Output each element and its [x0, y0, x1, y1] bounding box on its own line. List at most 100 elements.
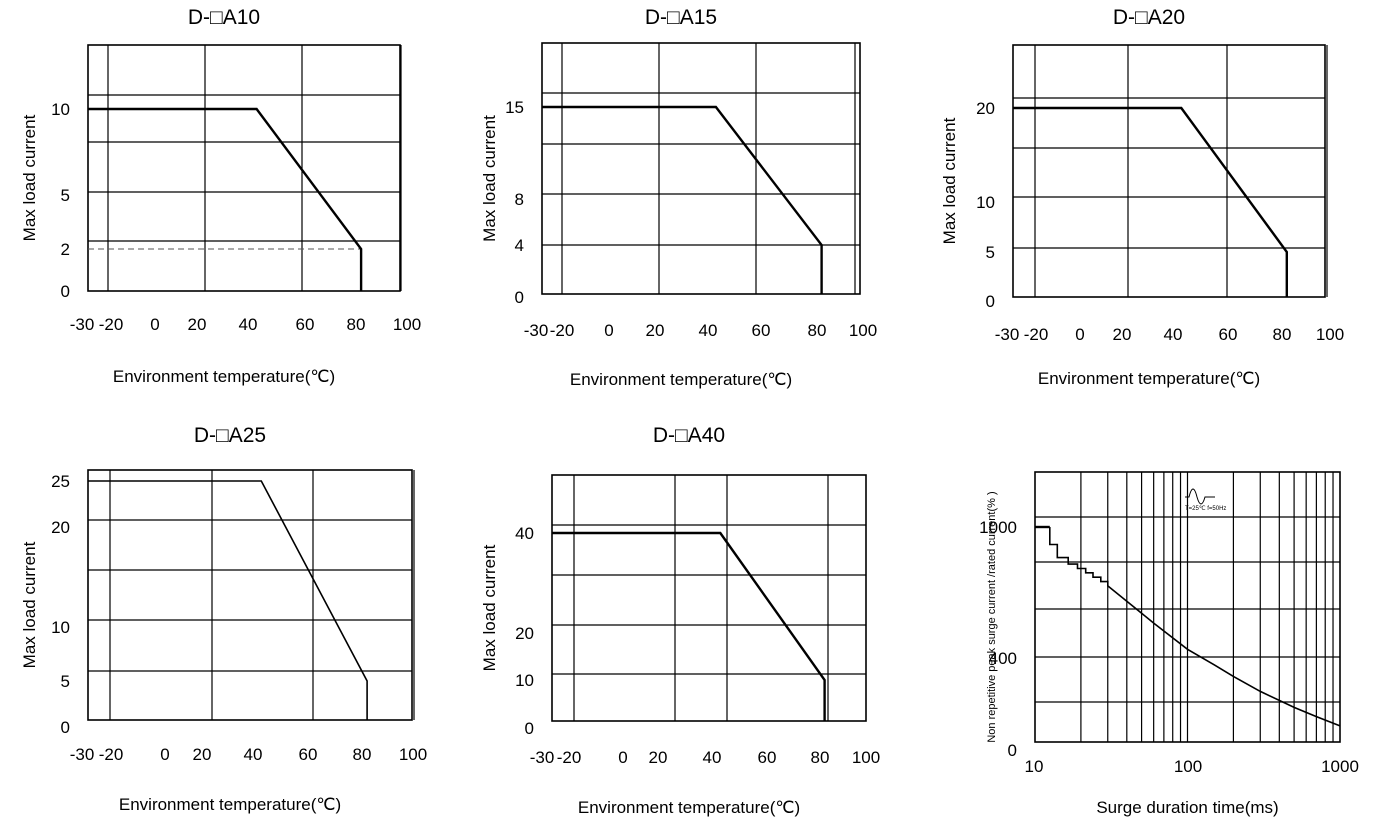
x-tick-label: 20 — [646, 321, 665, 340]
y-tick-label: 0 — [1008, 741, 1017, 760]
x-tick-label: 40 — [699, 321, 718, 340]
y-tick-label: 20 — [976, 99, 995, 118]
y-tick-label: 10 — [51, 618, 70, 637]
x-tick-label: 20 — [188, 315, 207, 334]
chart-d-a25-svg: D-□A25 -30 -20 0 20 40 60 80 100 0 5 10 20 25 Environm… — [20, 424, 427, 814]
chart-d-a40: D-□A40 -30 -20 0 20 40 60 80 100 0 10 20 40 Environme… — [460, 420, 920, 823]
plot-frame — [541, 42, 861, 295]
chart-title: D-□A20 — [1113, 6, 1185, 29]
grid-1 — [542, 43, 860, 294]
series-line — [88, 107, 363, 291]
y-axis-label: Max load current — [940, 117, 959, 244]
chart-d-a10: D-□A10 -30 -20 0 20 40 60 80 100 0 2 5 10 Environment… — [0, 0, 460, 400]
y-tick-label: 10 — [51, 100, 70, 119]
x-tick-label: 40 — [703, 748, 722, 767]
grid-5 — [1035, 472, 1340, 742]
grid-2 — [1013, 45, 1328, 297]
y-tick-label: 25 — [51, 472, 70, 491]
x-axis-label: Environment temperature(℃) — [578, 798, 800, 817]
x-tick-label: -30 — [70, 315, 95, 334]
y-tick-label: 8 — [515, 190, 524, 209]
y-tick-label: 5 — [61, 672, 70, 691]
x-axis-label: Environment temperature(℃) — [119, 795, 341, 814]
chart-title: D-□A25 — [194, 424, 266, 447]
x-tick-label: 20 — [1113, 325, 1132, 344]
x-tick-label: -20 — [550, 321, 575, 340]
y-axis-label: Max load current — [20, 114, 39, 241]
x-tick-label: 40 — [239, 315, 258, 334]
y-tick-label: 0 — [515, 288, 524, 307]
x-tick-label: -30 — [70, 745, 95, 764]
series-line — [1049, 527, 1341, 727]
x-tick-label: 100 — [852, 748, 880, 767]
x-tick-label: 40 — [1164, 325, 1183, 344]
x-tick-label: 80 — [811, 748, 830, 767]
x-tick-label: -20 — [99, 315, 124, 334]
chart-title: D-□A15 — [645, 6, 717, 29]
x-tick-label: -20 — [557, 748, 582, 767]
plot-frame — [87, 469, 413, 721]
chart-d-a20-svg: D-□A20 -30 -20 0 20 40 60 80 100 0 5 10 20 Environmen… — [940, 6, 1344, 388]
grid-0 — [88, 45, 402, 291]
x-tick-label: 0 — [160, 745, 169, 764]
y-tick-label: 20 — [515, 624, 534, 643]
y-tick-label: 20 — [51, 518, 70, 537]
x-tick-label: 80 — [347, 315, 366, 334]
plot-frame — [1012, 44, 1326, 298]
x-tick-label: 40 — [244, 745, 263, 764]
x-tick-label: -20 — [1024, 325, 1049, 344]
x-tick-label: 1000 — [1321, 757, 1359, 776]
series-line — [88, 480, 368, 720]
chart-d-a20: D-□A20 -30 -20 0 20 40 60 80 100 0 5 10 20 Environmen… — [920, 0, 1381, 400]
y-tick-label: 0 — [986, 292, 995, 311]
chart-d-a25: D-□A25 -30 -20 0 20 40 60 80 100 0 5 10 20 25 Environm… — [0, 420, 460, 823]
y-tick-label: 5 — [61, 186, 70, 205]
chart-surge-svg: 10 100 1000 0 400 1000 Surge duration time(ms)… — [979, 471, 1359, 817]
y-tick-label: 0 — [525, 719, 534, 738]
x-tick-label: 60 — [758, 748, 777, 767]
x-tick-label: 0 — [150, 315, 159, 334]
y-tick-label: 40 — [515, 524, 534, 543]
x-tick-label: 0 — [604, 321, 613, 340]
y-tick-label: 400 — [989, 649, 1017, 668]
y-axis-label: Max load current — [20, 541, 39, 668]
series-line — [1013, 106, 1288, 297]
x-tick-label: 100 — [849, 321, 877, 340]
inset-label: T=25℃ f=50Hz — [1185, 506, 1226, 512]
y-tick-label: 4 — [515, 236, 524, 255]
grid-4 — [552, 475, 866, 721]
y-tick-label: 0 — [61, 718, 70, 737]
chart-title: D-□A40 — [653, 424, 725, 447]
chart-d-a15-svg: D-□A15 -30 -20 0 20 40 60 80 100 0 4 8 15 Environment… — [480, 6, 877, 389]
y-tick-label: 1000 — [979, 518, 1017, 537]
y-tick-label: 5 — [986, 243, 995, 262]
x-tick-label: 100 — [393, 315, 421, 334]
x-tick-label: 80 — [1273, 325, 1292, 344]
x-tick-label: 20 — [193, 745, 212, 764]
x-axis-label: Surge duration time(ms) — [1096, 798, 1278, 817]
x-tick-label: 60 — [1219, 325, 1238, 344]
x-tick-label: 20 — [649, 748, 668, 767]
x-axis-label: Environment temperature(℃) — [1038, 369, 1260, 388]
x-tick-label: -20 — [99, 745, 124, 764]
chart-d-a15: D-□A15 -30 -20 0 20 40 60 80 100 0 4 8 15 Environment… — [460, 0, 920, 400]
chart-surge: 10 100 1000 0 400 1000 Surge duration time(ms)… — [920, 420, 1381, 823]
x-tick-label: 60 — [296, 315, 315, 334]
y-axis-label: Max load current — [480, 115, 499, 242]
y-tick-label: 2 — [61, 240, 70, 259]
y-tick-label: 15 — [505, 98, 524, 117]
plot-frame — [87, 44, 401, 292]
x-tick-label: 0 — [618, 748, 627, 767]
plot-frame — [1034, 471, 1341, 743]
y-tick-label: 10 — [976, 193, 995, 212]
x-tick-label: 0 — [1075, 325, 1084, 344]
chart-d-a40-svg: D-□A40 -30 -20 0 20 40 60 80 100 0 10 20 40 Environme… — [480, 424, 880, 817]
x-axis-label: Environment temperature(℃) — [113, 367, 335, 386]
x-tick-label: -30 — [530, 748, 555, 767]
x-axis-label: Environment temperature(℃) — [570, 370, 792, 389]
x-tick-label: 60 — [752, 321, 771, 340]
series-line — [552, 531, 826, 721]
x-tick-label: -30 — [995, 325, 1020, 344]
x-tick-label: 100 — [1174, 757, 1202, 776]
grid-3 — [88, 470, 415, 720]
